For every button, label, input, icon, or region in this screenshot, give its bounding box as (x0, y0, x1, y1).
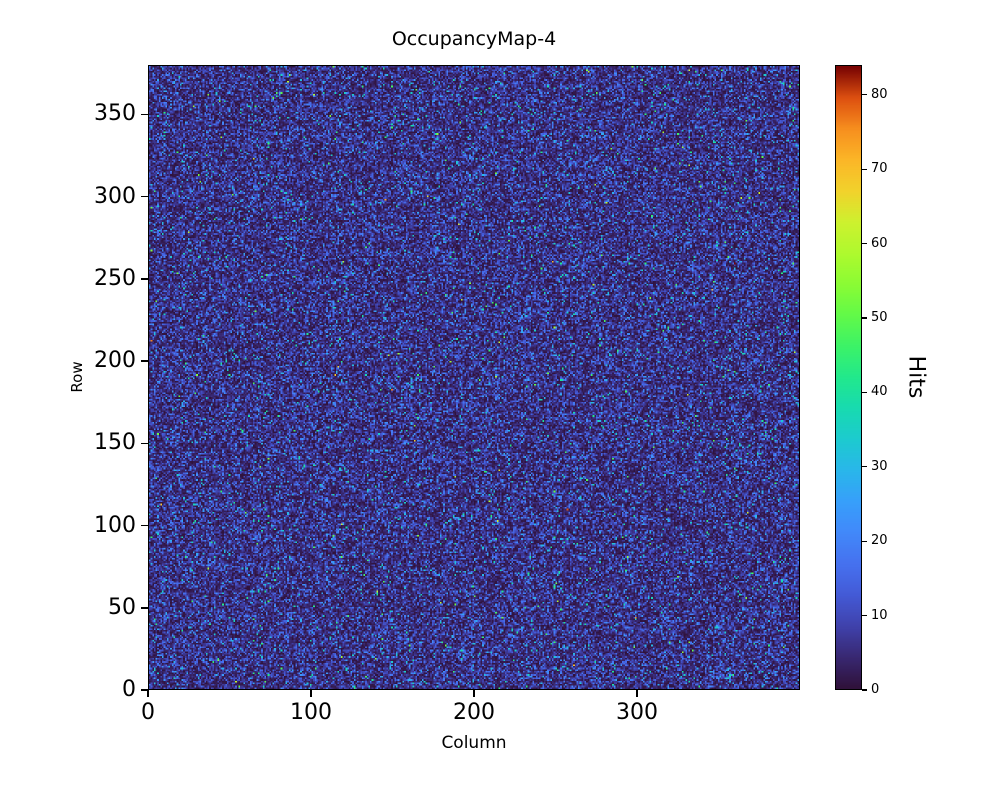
x-tick-mark (147, 690, 149, 697)
colorbar-tick-label: 30 (871, 458, 888, 474)
colorbar-tick-mark (862, 614, 867, 617)
colorbar-tick-label: 70 (871, 161, 888, 177)
y-tick-label: 200 (94, 348, 136, 374)
x-tick-mark (310, 690, 312, 697)
x-axis-label: Column (441, 733, 507, 753)
colorbar-tick-label: 20 (871, 533, 888, 549)
chart-title: OccupancyMap-4 (391, 28, 557, 50)
y-tick-label: 100 (94, 512, 136, 538)
x-tick-label: 0 (141, 700, 155, 725)
y-tick-label: 350 (94, 101, 136, 127)
colorbar-tick-mark (862, 689, 867, 691)
colorbar-tick-label: 60 (871, 235, 888, 251)
colorbar-tick-mark (862, 168, 867, 170)
colorbar-tick-mark (862, 391, 867, 393)
y-tick-label: 150 (94, 430, 136, 456)
colorbar-tick-mark (862, 242, 867, 245)
x-tick-mark (636, 690, 638, 697)
colorbar-label: Hits (903, 355, 929, 399)
y-tick-label: 0 (122, 677, 136, 702)
y-tick-label: 300 (94, 183, 136, 209)
heatmap-plot-area (148, 65, 800, 690)
y-tick-mark (141, 113, 148, 116)
colorbar-tick-mark (862, 94, 867, 96)
y-tick-label: 50 (108, 594, 136, 620)
colorbar-tick-mark (862, 317, 867, 319)
y-tick-mark (141, 360, 148, 362)
colorbar-tick-mark (862, 466, 867, 468)
y-tick-mark (141, 607, 148, 609)
y-tick-mark (141, 442, 148, 445)
x-tick-label: 200 (453, 700, 495, 725)
x-tick-label: 100 (290, 700, 332, 725)
colorbar-tick-label: 10 (871, 607, 888, 623)
y-tick-mark (141, 689, 148, 691)
colorbar-tick-label: 80 (871, 86, 888, 102)
y-tick-label: 250 (94, 265, 136, 291)
x-tick-mark (473, 690, 475, 697)
colorbar-tick-label: 50 (871, 309, 888, 325)
y-tick-mark (141, 195, 148, 198)
colorbar-gradient (836, 66, 861, 689)
x-tick-label: 300 (616, 700, 658, 725)
colorbar-tick-mark (862, 540, 867, 542)
colorbar-tick-label: 0 (871, 682, 880, 697)
y-tick-mark (141, 278, 148, 280)
y-tick-mark (141, 524, 148, 527)
heatmap-canvas (149, 66, 799, 689)
colorbar (835, 65, 862, 690)
colorbar-tick-label: 40 (871, 384, 888, 400)
